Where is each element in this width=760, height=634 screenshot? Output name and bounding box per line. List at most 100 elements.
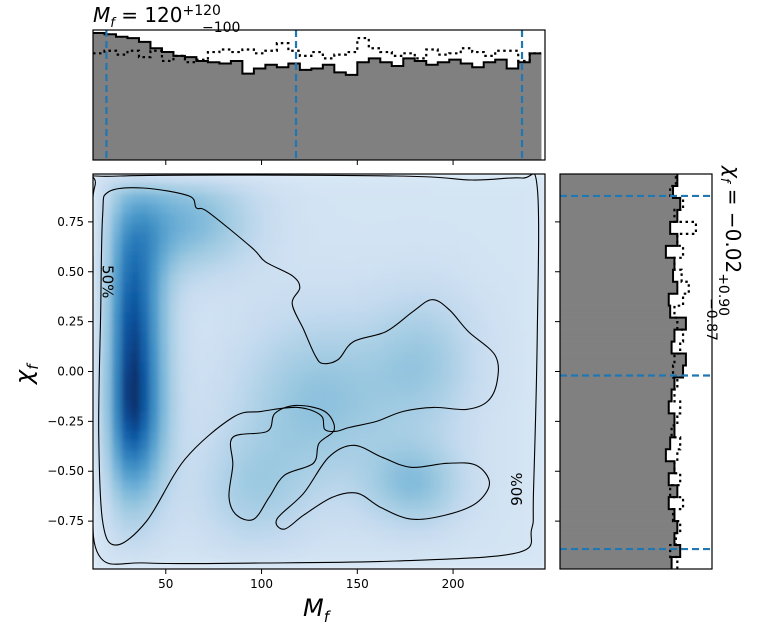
y-tick-label: 0.25	[57, 315, 84, 329]
chif-histogram-bar	[560, 449, 666, 462]
heatmap-cell	[366, 450, 377, 461]
heatmap-cell	[215, 539, 226, 550]
heatmap-cell	[111, 361, 122, 373]
heatmap-cell	[450, 559, 461, 569]
heatmap-cell	[130, 559, 141, 569]
heatmap-cell	[535, 529, 545, 540]
heatmap-cell	[93, 381, 104, 392]
heatmap-cell	[309, 450, 320, 461]
heatmap-cell	[243, 490, 254, 501]
heatmap-cell	[262, 391, 273, 402]
heatmap-cell	[309, 420, 320, 432]
heatmap-cell	[516, 529, 527, 540]
heatmap-cell	[281, 351, 292, 363]
heatmap-cell	[497, 341, 508, 353]
heatmap-cell	[290, 174, 301, 185]
heatmap-cell	[403, 391, 414, 402]
chif-histogram-bar	[560, 221, 671, 235]
heatmap-cell	[271, 253, 282, 264]
heatmap-cell	[262, 213, 273, 224]
mf-histogram-bar	[173, 55, 186, 160]
heatmap-cell	[347, 253, 358, 264]
heatmap-cell	[168, 509, 179, 521]
heatmap-cell	[526, 174, 537, 185]
heatmap-cell	[403, 262, 414, 274]
heatmap-cell	[300, 183, 311, 195]
heatmap-cell	[253, 549, 264, 560]
heatmap-cell	[460, 272, 471, 284]
heatmap-cell	[375, 341, 386, 353]
heatmap-cell	[394, 312, 405, 323]
heatmap-cell	[441, 292, 452, 303]
heatmap-cell	[93, 351, 104, 363]
mf-histogram-bar	[150, 48, 163, 160]
heatmap-cell	[224, 243, 235, 254]
heatmap-cell	[206, 381, 217, 392]
heatmap-cell	[93, 539, 104, 550]
heatmap-cell	[469, 174, 480, 185]
heatmap-cell	[450, 440, 461, 452]
heatmap-cell	[507, 262, 518, 274]
heatmap-cell	[111, 322, 122, 333]
heatmap-cell	[168, 450, 179, 461]
heatmap-cell	[507, 509, 518, 521]
heatmap-cell	[149, 391, 160, 402]
heatmap-cell	[526, 450, 537, 461]
heatmap-cell	[149, 450, 160, 461]
heatmap-cell	[469, 460, 480, 471]
y-tick-label: −0.75	[47, 514, 84, 528]
heatmap-cell	[497, 559, 508, 569]
heatmap-cell	[535, 440, 545, 452]
heatmap-cell	[488, 183, 499, 195]
heatmap-cell	[507, 312, 518, 323]
heatmap-cell	[394, 332, 405, 343]
heatmap-cell	[243, 509, 254, 521]
heatmap-cell	[384, 371, 395, 382]
heatmap-cell	[309, 430, 320, 442]
heatmap-cell	[366, 420, 377, 432]
heatmap-cell	[479, 401, 490, 412]
heatmap-cell	[253, 203, 264, 215]
heatmap-cell	[243, 549, 254, 560]
heatmap-cell	[450, 381, 461, 392]
heatmap-cell	[253, 480, 264, 491]
heatmap-cell	[384, 253, 395, 264]
heatmap-cell	[422, 183, 433, 195]
heatmap-cell	[243, 559, 254, 569]
heatmap-cell	[253, 559, 264, 569]
mf-summary-title: Mf = 120+120 −100	[93, 3, 240, 36]
heatmap-cell	[102, 302, 113, 313]
heatmap-cell	[140, 253, 151, 264]
heatmap-cell	[432, 193, 443, 205]
heatmap-cell	[121, 519, 132, 531]
heatmap-cell	[121, 401, 132, 412]
heatmap-cell	[215, 223, 226, 234]
heatmap-cell	[253, 411, 264, 422]
heatmap-cell	[441, 539, 452, 550]
heatmap-cell	[177, 312, 188, 323]
heatmap-cell	[328, 312, 339, 323]
heatmap-cell	[111, 470, 122, 481]
heatmap-cell	[262, 243, 273, 254]
heatmap-cell	[337, 391, 348, 402]
heatmap-cell	[130, 509, 141, 521]
heatmap-cell	[262, 253, 273, 264]
chif-histogram-bar	[560, 557, 672, 569]
heatmap-cell	[366, 292, 377, 303]
heatmap-cell	[300, 213, 311, 224]
heatmap-cell	[432, 341, 443, 353]
mf-title-upper-error: +120	[183, 3, 221, 19]
heatmap-cell	[149, 341, 160, 353]
heatmap-cell	[206, 411, 217, 422]
heatmap-cell	[168, 460, 179, 471]
heatmap-cell	[111, 490, 122, 501]
heatmap-cell	[497, 420, 508, 432]
heatmap-cell	[375, 440, 386, 452]
heatmap-cell	[384, 559, 395, 569]
heatmap-cell	[290, 490, 301, 501]
heatmap-cell	[479, 509, 490, 521]
heatmap-cell	[366, 401, 377, 412]
heatmap-cell	[497, 440, 508, 452]
heatmap-cell	[309, 213, 320, 224]
chif-title-value: = −0.02	[721, 182, 745, 273]
